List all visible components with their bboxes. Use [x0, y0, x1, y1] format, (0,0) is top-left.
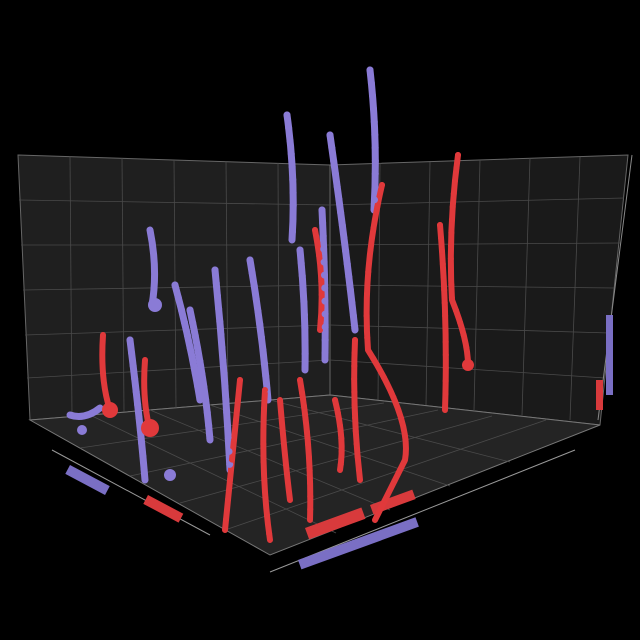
somata [77, 298, 474, 481]
floor [28, 394, 601, 556]
